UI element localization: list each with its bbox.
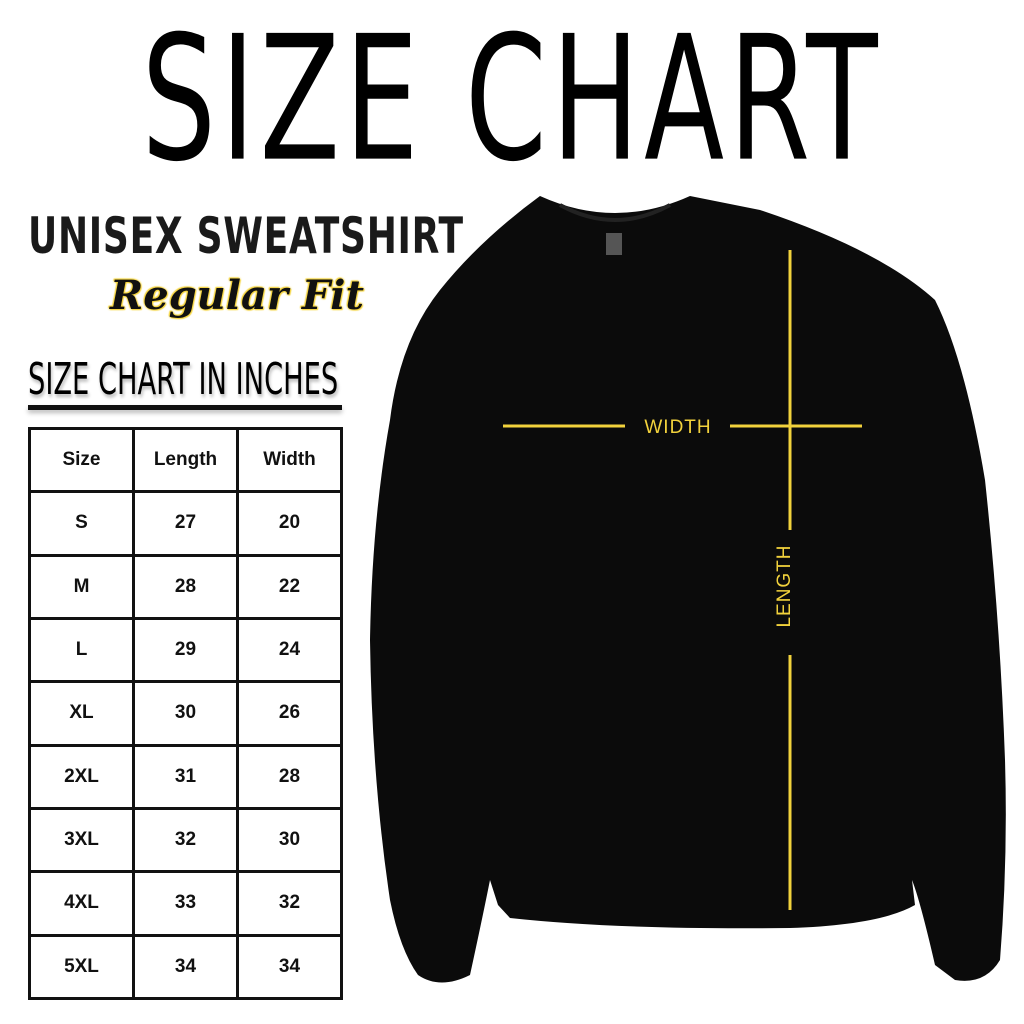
sweatshirt-image (370, 196, 1006, 983)
table-row: 5XL 34 34 (28, 933, 343, 1001)
table-header-row-cell: Length (132, 426, 239, 494)
table-row: S 27 20 (28, 490, 343, 557)
table-header-row-cell: Width (236, 426, 343, 494)
fit-label: Regular Fit (110, 272, 364, 319)
table-header-row: Size Length Width (28, 426, 343, 494)
size-table: Size Length Width S 27 20 M 28 22 L 29 24 XL 30 26 2XL 3… (28, 426, 343, 1001)
table-row-cell: 34 (236, 933, 343, 1001)
table-row-cell: 32 (236, 870, 343, 937)
table-header-row-cell: Size (28, 426, 135, 494)
table-row-cell: XL (28, 680, 135, 747)
table-row: L 29 24 (28, 616, 343, 684)
table-row-cell: 3XL (28, 806, 135, 874)
table-row-cell: 5XL (28, 933, 135, 1001)
table-row-cell: 4XL (28, 870, 135, 937)
table-row-cell: 30 (236, 806, 343, 874)
table-row-cell: 31 (132, 743, 239, 810)
table-row-cell: 32 (132, 806, 239, 874)
table-row-cell: 26 (236, 680, 343, 747)
length-label: LENGTH (774, 544, 795, 627)
table-row-cell: L (28, 616, 135, 684)
table-row-cell: 20 (236, 490, 343, 557)
table-row-cell: 22 (236, 553, 343, 620)
subtitle-underline (28, 405, 342, 410)
table-row-cell: 28 (236, 743, 343, 810)
width-label: WIDTH (644, 417, 711, 438)
table-row-cell: 34 (132, 933, 239, 1001)
table-row-cell: M (28, 553, 135, 620)
table-row: 4XL 33 32 (28, 870, 343, 937)
table-row: 2XL 31 28 (28, 743, 343, 810)
table-row-cell: S (28, 490, 135, 557)
table-row-cell: 28 (132, 553, 239, 620)
table-row-cell: 30 (132, 680, 239, 747)
page-title: SIZE CHART (141, 0, 883, 201)
table-row-cell: 33 (132, 870, 239, 937)
table-row-cell: 24 (236, 616, 343, 684)
table-subtitle: SIZE CHART IN INCHES (28, 354, 339, 405)
table-row-cell: 29 (132, 616, 239, 684)
table-row: 3XL 32 30 (28, 806, 343, 874)
table-row-cell: 2XL (28, 743, 135, 810)
table-row-cell: 27 (132, 490, 239, 557)
neck-tag (606, 233, 622, 255)
table-row: M 28 22 (28, 553, 343, 620)
table-row: XL 30 26 (28, 680, 343, 747)
